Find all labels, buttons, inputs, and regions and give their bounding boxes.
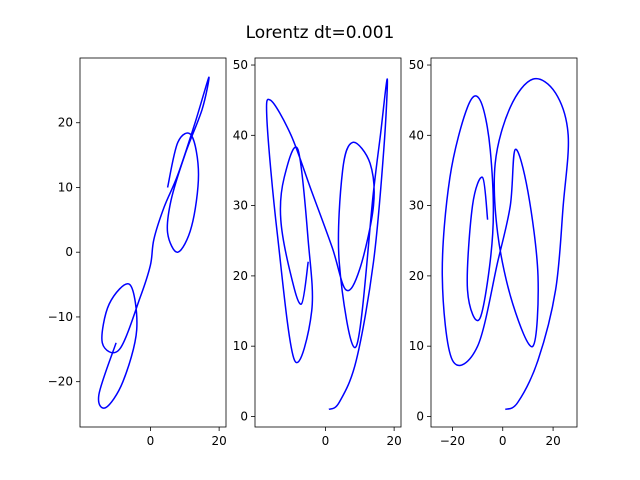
y-tick-label: −10: [48, 310, 73, 324]
y-tick-label: 10: [233, 339, 248, 353]
y-tick-label: 20: [233, 269, 248, 283]
y-tick-label: 0: [65, 245, 73, 259]
y-tick-label: 0: [416, 409, 424, 423]
x-tick-label: −20: [440, 434, 465, 448]
y-tick-label: 20: [409, 269, 424, 283]
trajectory-line-2-1: [265, 78, 389, 411]
trajectory-line-3-1: [441, 77, 570, 411]
axes-frame-3: [430, 57, 578, 428]
x-tick-label: 0: [147, 434, 155, 448]
x-tick-label: 20: [545, 434, 560, 448]
axes-frame-2: [254, 57, 402, 428]
y-tick-label: 40: [409, 128, 424, 142]
x-tick-label: 20: [386, 434, 401, 448]
y-tick-label: 30: [233, 199, 248, 213]
y-tick-label: 10: [409, 339, 424, 353]
y-tick-label: 0: [240, 409, 248, 423]
y-tick-label: 20: [58, 116, 73, 130]
subplot-2: 0 20 0 10 20 30 40 50: [233, 57, 402, 448]
y-tick-label: 50: [233, 58, 248, 72]
axes-frame-1: [79, 57, 227, 428]
y-tick-label: 50: [409, 58, 424, 72]
y-tick-label: 10: [58, 180, 73, 194]
x-tick-label: 0: [499, 434, 507, 448]
subplot-3: −20 0 20 0 10 20 30 40 50: [409, 57, 578, 448]
x-tick-label: 0: [322, 434, 330, 448]
subplot-1: 0 20 −20 −10 0 10 20: [48, 57, 227, 448]
y-tick-label: −20: [48, 375, 73, 389]
subplots: 0 20 −20 −10 0 10 20 0 20 0 10 20 30 40 50 −20 0 20 0 10 20 3…: [48, 57, 578, 448]
figure-title: Lorentz dt=0.001: [246, 23, 395, 43]
trajectory-line-1-1: [97, 76, 210, 409]
y-tick-label: 30: [409, 199, 424, 213]
y-tick-label: 40: [233, 128, 248, 142]
x-tick-label: 20: [211, 434, 226, 448]
